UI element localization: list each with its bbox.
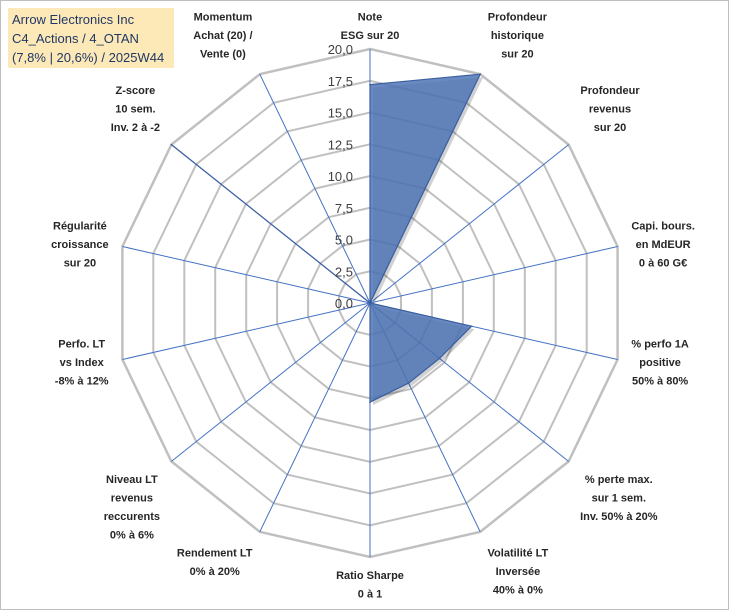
axis-label-line: Régularité [53,220,107,232]
data-point-13 [369,302,371,304]
data-point-12 [170,143,173,146]
axis-label-line: Profondeur [580,85,640,97]
axis-label-line: Vente (0) [200,48,246,60]
axis-label-line: 0 à 1 [358,589,382,601]
spoke-2 [369,144,569,304]
axis-label-5: % perte max. sur 1 sem. Inv. 50% à 20% [580,474,658,523]
tick-label: 12,5 [328,137,353,152]
axis-label-line: Perfo. LT [58,339,105,351]
axis-label-line: ESG sur 20 [341,30,400,42]
axis-label-line: -8% à 12% [55,376,109,388]
axis-label-0: Note ESG sur 20 [341,12,400,43]
axis-label-line: croissance [51,239,108,251]
axis-label-line: Niveau LT [106,474,158,486]
axis-label-11: Régularité croissance sur 20 [51,220,108,269]
axis-label-line: revenus [589,104,631,116]
axis-label-13: Momentum Achat (20) / Vente (0) [193,11,252,60]
header-company: Arrow Electronics Inc [12,12,135,27]
tick-label: 17,5 [328,74,353,89]
axis-label-12: Z-score 10 sem. Inv. 2 à -2 [111,85,160,134]
data-point-7 [369,401,371,403]
axis-label-line: 10 sem. [115,104,155,116]
axis-label-line: Ratio Sharpe [336,570,404,582]
axis-label-8: Rendement LT 0% à 20% [177,548,253,579]
radar-series [170,73,484,406]
axis-label-line: 50% à 80% [632,376,688,388]
tick-label: 5,0 [335,233,353,248]
axis-label-line: 40% à 0% [493,585,543,597]
axis-label-line: historique [491,30,544,42]
spoke-3 [369,246,618,304]
axis-label-6: Volatilité LT Inversée 40% à 0% [488,548,549,597]
axis-label-line: en MdEUR [636,239,691,251]
axis-label-line: Profondeur [488,11,548,23]
axis-label-line: sur 20 [594,122,626,134]
axis-label-line: % perfo 1A [631,339,689,351]
tick-label: 7,5 [335,201,353,216]
axis-label-line: Achat (20) / [193,30,252,42]
axis-label-line: Note [358,12,382,24]
tick-label: 20,0 [328,42,353,57]
spoke-13 [259,73,371,304]
axis-label-line: % perte max. [585,474,653,486]
data-point-0 [369,83,371,86]
axis-label-line: sur 1 sem. [592,492,646,504]
axis-label-line: sur 20 [501,48,533,60]
axis-label-line: 0% à 20% [190,566,240,578]
spoke-10 [122,302,371,360]
axis-label-line: Inv. 2 à -2 [111,122,160,134]
chart-header-box: Arrow Electronics Inc C4_Actions / 4_OTA… [8,8,174,68]
tick-label: 10,0 [328,169,353,184]
axis-label-line: sur 20 [64,257,96,269]
axis-label-line: Rendement LT [177,548,253,560]
axis-label-line: Momentum [194,11,253,23]
axis-label-line: reccurents [104,511,160,523]
axis-label-line: 0% à 6% [110,529,154,541]
radar-axis-labels: Note ESG sur 20 Profondeur historique sur 20… [51,11,695,600]
axis-label-line: positive [639,357,681,369]
axis-label-line: Inv. 50% à 20% [580,511,658,523]
axis-label-7: Ratio Sharpe 0 à 1 [336,570,404,601]
axis-label-10: Perfo. LT vs Index -8% à 12% [55,339,109,388]
axis-label-line: Volatilité LT [488,548,549,560]
axis-label-3: Capi. bours. en MdEUR 0 à 60 G€ [631,220,695,269]
data-point-6 [407,382,410,384]
axis-label-line: 0 à 60 G€ [639,257,687,269]
axis-label-line: revenus [111,492,153,504]
spoke-11 [122,246,371,304]
tick-label: 2,5 [335,264,353,279]
header-category: C4_Actions / 4_OTAN [12,31,139,46]
data-point-4 [470,325,473,328]
spoke-8 [259,302,371,533]
tick-label: 0,0 [335,296,353,311]
data-point-1 [479,73,482,75]
axis-label-4: % perfo 1A positive 50% à 80% [631,339,689,388]
axis-label-line: Z-score [116,85,156,97]
axis-label-line: Capi. bours. [631,220,695,232]
axis-label-1: Profondeur historique sur 20 [488,11,548,60]
header-stats: (7,8% | 20,6%) / 2025W44 [12,50,165,65]
axis-label-2: Profondeur revenus sur 20 [580,85,640,134]
axis-label-line: Inversée [496,566,541,578]
spoke-9 [171,302,371,462]
radar-tick-labels: 0,0 2,5 5,0 7,5 10,0 12,5 15,0 17,5 20,0 [328,42,353,311]
axis-label-9: Niveau LT revenus reccurents 0% à 6% [104,474,160,542]
tick-label: 15,0 [328,106,353,121]
data-point-5 [438,357,441,360]
axis-label-line: vs Index [60,357,105,369]
